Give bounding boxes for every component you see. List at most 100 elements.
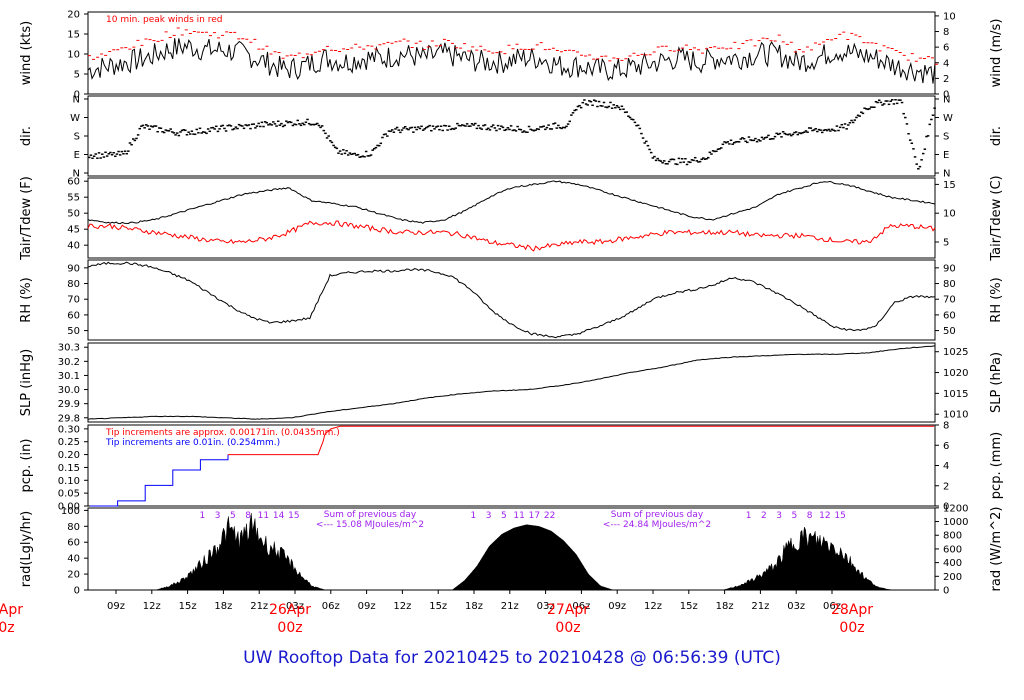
x-tick-label: 18z: [716, 601, 734, 612]
direction-point: [573, 109, 576, 112]
direction-point: [682, 161, 686, 163]
direction-point: [715, 150, 718, 153]
direction-point: [496, 124, 500, 127]
panel-frame-slp: [87, 342, 936, 423]
direction-point: [346, 154, 350, 156]
direction-point: [118, 154, 122, 156]
direction-point: [128, 142, 132, 144]
direction-point: [276, 120, 280, 123]
direction-point: [921, 152, 925, 155]
direction-point: [175, 132, 179, 134]
right-tick-label-rad: 1200: [943, 503, 968, 514]
direction-point: [798, 132, 801, 134]
direction-point: [504, 128, 508, 131]
direction-point: [834, 130, 837, 132]
direction-point: [202, 131, 205, 133]
direction-point: [708, 151, 712, 154]
direction-point: [876, 101, 879, 104]
direction-point: [273, 123, 277, 125]
direction-point: [840, 123, 844, 126]
direction-point: [270, 124, 273, 126]
x-date-hour-label: 00z: [277, 620, 302, 636]
direction-point: [373, 147, 376, 150]
right-tick-label-dir: N: [943, 95, 950, 106]
direction-point: [518, 128, 521, 131]
direction-point: [734, 141, 738, 143]
direction-point: [614, 106, 617, 109]
direction-point: [92, 155, 96, 157]
direction-point: [179, 131, 182, 133]
direction-point: [899, 99, 902, 101]
left-tick-label-pcp: 0.05: [58, 489, 80, 500]
direction-point: [485, 128, 488, 131]
direction-point: [469, 125, 472, 127]
panel-frame-temp: [87, 177, 936, 259]
direction-point: [874, 101, 878, 103]
direction-point: [811, 129, 814, 132]
direction-point: [607, 105, 611, 108]
right-tick-label-rad: 800: [943, 531, 962, 542]
right-tick-label-rh: 70: [943, 295, 956, 306]
direction-point: [829, 130, 832, 132]
direction-point: [138, 127, 141, 130]
hour-mark-label: 14: [273, 511, 285, 521]
direction-point: [700, 158, 703, 161]
direction-point: [237, 123, 241, 126]
x-date-day-label: 27Apr: [547, 602, 589, 618]
direction-point: [172, 132, 176, 134]
direction-point: [488, 129, 492, 131]
direction-point: [680, 158, 684, 160]
left-tick-label-slp: 30.0: [58, 385, 80, 396]
direction-point: [452, 128, 456, 130]
left-tick-label-rad: 100: [61, 506, 80, 517]
ylabel-left-temp: Tair/Tdew (F): [19, 176, 34, 261]
direction-point: [752, 139, 756, 142]
direction-point: [557, 124, 560, 127]
radiation-annotation-sum: <--- 15.08 MJoules/m^2: [316, 520, 424, 530]
x-tick-label: 03z: [537, 601, 555, 612]
direction-point: [338, 150, 342, 152]
direction-point: [838, 126, 842, 129]
direction-point: [477, 124, 480, 127]
left-tick-label-wind: 20: [67, 10, 80, 21]
direction-point: [245, 124, 249, 127]
hour-mark-label: 5: [501, 511, 507, 521]
direction-point: [775, 132, 778, 135]
direction-point: [257, 122, 260, 125]
direction-point: [529, 128, 532, 131]
direction-point: [768, 138, 772, 140]
series-line-temp: [87, 180, 936, 225]
direction-point: [526, 131, 529, 133]
direction-point: [695, 160, 699, 162]
direction-point: [299, 124, 303, 127]
direction-point: [591, 104, 594, 107]
direction-point: [812, 129, 816, 131]
direction-point: [930, 118, 933, 121]
right-tick-label-temp: 10: [943, 209, 956, 220]
direction-point: [716, 148, 720, 151]
direction-point: [664, 162, 668, 165]
direction-point: [809, 127, 813, 129]
direction-point: [887, 103, 891, 106]
direction-point: [340, 153, 343, 155]
direction-point: [553, 122, 557, 124]
direction-point: [265, 121, 269, 124]
direction-point: [174, 134, 177, 136]
direction-point: [177, 134, 181, 137]
direction-point: [159, 127, 163, 129]
direction-point: [630, 118, 633, 121]
direction-point: [301, 122, 304, 125]
direction-point: [592, 99, 596, 101]
direction-point: [105, 155, 109, 157]
direction-point: [622, 108, 625, 110]
right-tick-label-rh: 60: [943, 310, 956, 321]
left-tick-label-temp: 55: [67, 193, 80, 204]
direction-point: [387, 130, 391, 132]
x-tick-label: 18z: [465, 601, 483, 612]
hour-mark-label: 1: [199, 511, 205, 521]
direction-point: [425, 126, 428, 129]
direction-point: [597, 100, 601, 103]
direction-point: [329, 140, 332, 142]
right-tick-label-pcp: 2: [943, 481, 949, 492]
direction-point: [294, 123, 298, 126]
